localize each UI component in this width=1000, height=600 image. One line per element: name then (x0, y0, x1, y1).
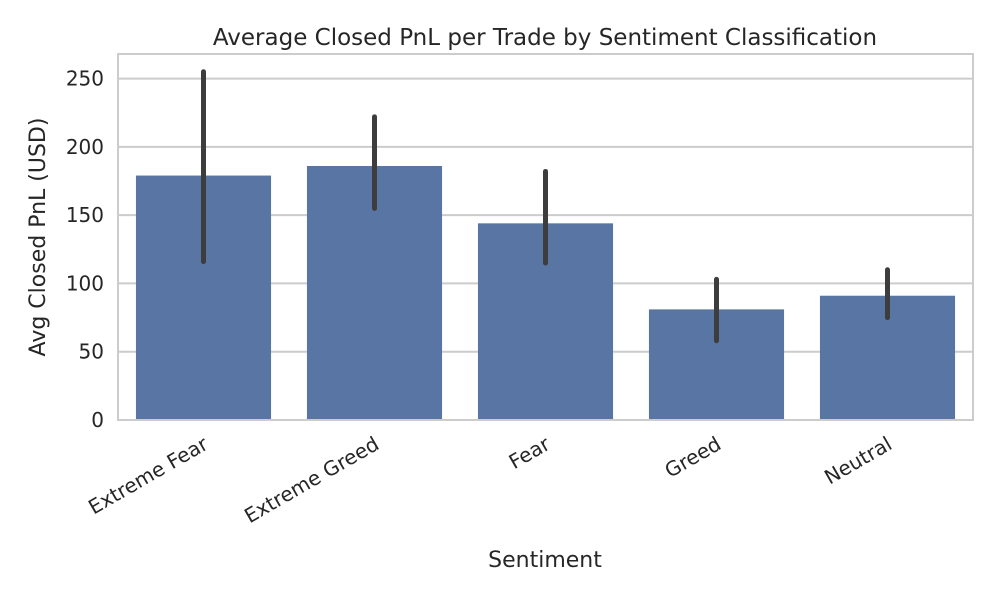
x-tick-label: Greed (661, 432, 725, 483)
y-tick-labels: 0 50 100 150 200 250 (66, 67, 104, 432)
y-tick-label: 0 (91, 408, 104, 432)
x-axis-title: Sentiment (488, 548, 602, 573)
x-tick-label: Neutral (820, 432, 896, 490)
error-bars (201, 69, 890, 344)
chart-title: Average Closed PnL per Trade by Sentimen… (213, 25, 877, 51)
y-tick-label: 50 (79, 340, 104, 364)
x-tick-label: Fear (505, 431, 555, 474)
y-tick-label: 150 (66, 203, 104, 227)
y-tick-label: 100 (66, 271, 104, 295)
y-axis-title: Avg Closed PnL (USD) (26, 118, 51, 357)
y-tick-label: 200 (66, 135, 104, 159)
x-tick-labels: Extreme Fear Extreme Greed Fear Greed Neutra… (84, 431, 896, 528)
x-tick-label: Extreme Fear (84, 431, 212, 519)
x-tick-label: Extreme Greed (240, 432, 383, 528)
y-tick-label: 250 (66, 67, 104, 91)
plot-frame (117, 53, 974, 421)
